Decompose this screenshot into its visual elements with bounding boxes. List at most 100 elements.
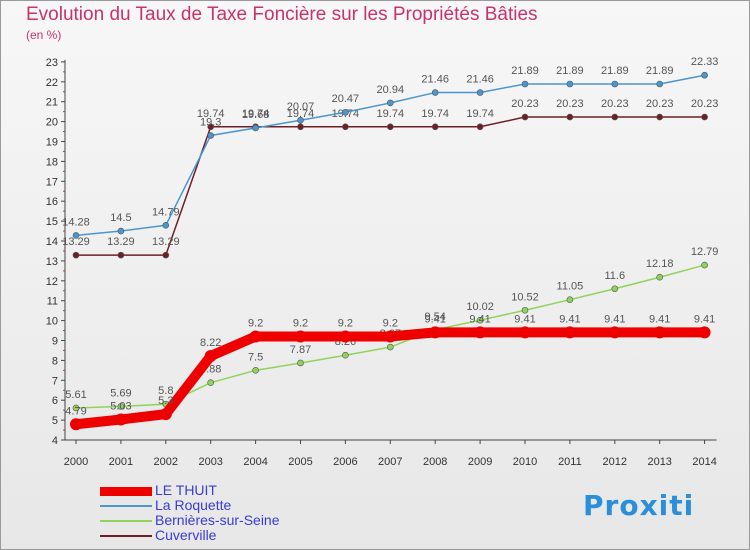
data-point-le-thuit bbox=[339, 330, 352, 343]
data-label-cuverville: 13.29 bbox=[152, 236, 180, 248]
data-point-berni-res-sur-seine bbox=[342, 351, 349, 359]
data-point-la-roquette bbox=[207, 132, 214, 139]
data-label-le-thuit: 5.03 bbox=[110, 401, 131, 413]
data-point-la-roquette bbox=[72, 232, 80, 239]
y-tick-label: 17 bbox=[46, 176, 58, 188]
y-tick-label: 6 bbox=[52, 395, 58, 407]
y-tick-label: 9 bbox=[52, 336, 58, 348]
data-point-berni-res-sur-seine bbox=[207, 379, 214, 386]
data-point-le-thuit bbox=[653, 326, 666, 339]
legend-swatch-le-thuit bbox=[100, 487, 152, 496]
data-point-cuverville bbox=[297, 123, 304, 131]
data-point-la-roquette bbox=[386, 99, 394, 107]
x-tick-label: 2012 bbox=[603, 456, 627, 468]
y-tick-label: 8 bbox=[52, 355, 58, 367]
data-label-le-thuit: 4.79 bbox=[65, 405, 86, 417]
data-label-la-roquette: 22.33 bbox=[691, 56, 719, 68]
x-tick-label: 2003 bbox=[198, 456, 222, 468]
data-label-la-roquette: 20.94 bbox=[377, 84, 405, 96]
x-tick-label: 2004 bbox=[243, 456, 267, 468]
data-point-cuverville bbox=[162, 251, 170, 259]
data-point-le-thuit bbox=[429, 326, 442, 339]
data-point-le-thuit bbox=[563, 326, 576, 339]
data-point-le-thuit bbox=[159, 408, 172, 421]
data-point-berni-res-sur-seine bbox=[386, 343, 394, 351]
x-tick-label: 2000 bbox=[64, 456, 88, 468]
data-label-le-thuit: 9.41 bbox=[559, 313, 580, 325]
data-label-la-roquette: 21.89 bbox=[511, 65, 539, 77]
data-point-cuverville bbox=[701, 113, 708, 121]
data-label-cuverville: 13.29 bbox=[107, 236, 135, 248]
x-tick-label: 2001 bbox=[109, 456, 133, 468]
data-label-le-thuit: 8.22 bbox=[200, 337, 221, 349]
legend-label: Bernières-sur-Seine bbox=[155, 512, 280, 528]
data-point-berni-res-sur-seine bbox=[566, 296, 574, 304]
data-label-le-thuit: 5.3 bbox=[158, 395, 173, 407]
data-label-berni-res-sur-seine: 9.54 bbox=[424, 311, 445, 323]
data-label-berni-res-sur-seine: 11.6 bbox=[605, 270, 626, 282]
y-tick-label: 15 bbox=[46, 216, 58, 228]
y-tick-label: 19 bbox=[46, 137, 58, 149]
data-label-la-roquette: 21.89 bbox=[646, 65, 674, 77]
data-point-cuverville bbox=[521, 113, 529, 121]
data-point-la-roquette bbox=[342, 108, 349, 116]
data-label-le-thuit: 9.41 bbox=[694, 313, 715, 325]
data-point-berni-res-sur-seine bbox=[117, 403, 125, 410]
data-point-berni-res-sur-seine bbox=[656, 273, 664, 281]
data-point-le-thuit bbox=[70, 418, 82, 431]
y-tick-label: 5 bbox=[52, 415, 58, 427]
x-tick-label: 2008 bbox=[423, 456, 447, 468]
data-point-la-roquette bbox=[701, 71, 708, 79]
y-tick-label: 23 bbox=[46, 57, 58, 69]
data-point-berni-res-sur-seine bbox=[521, 306, 529, 314]
data-point-berni-res-sur-seine bbox=[252, 367, 259, 374]
data-point-cuverville bbox=[566, 113, 574, 121]
data-point-cuverville bbox=[72, 251, 80, 259]
data-label-le-thuit: 9.2 bbox=[383, 318, 398, 330]
data-point-la-roquette bbox=[611, 80, 619, 88]
data-label-le-thuit: 9.41 bbox=[469, 313, 490, 325]
data-label-la-roquette: 20.07 bbox=[287, 101, 315, 113]
data-point-cuverville bbox=[342, 123, 349, 131]
data-point-cuverville bbox=[207, 123, 214, 131]
data-label-le-thuit: 9.41 bbox=[514, 313, 535, 325]
data-label-cuverville: 20.23 bbox=[556, 98, 584, 110]
data-label-cuverville: 19.74 bbox=[287, 108, 315, 120]
data-label-le-thuit: 9.41 bbox=[649, 313, 670, 325]
data-label-la-roquette: 14.5 bbox=[110, 212, 131, 224]
x-tick-label: 2006 bbox=[333, 456, 357, 468]
data-point-la-roquette bbox=[521, 80, 529, 88]
data-point-le-thuit bbox=[384, 330, 397, 343]
data-point-cuverville bbox=[476, 123, 484, 131]
data-point-cuverville bbox=[656, 113, 664, 121]
data-point-le-thuit bbox=[114, 413, 127, 426]
data-label-cuverville: 20.23 bbox=[646, 98, 674, 110]
x-tick-label: 2013 bbox=[647, 456, 671, 468]
data-point-berni-res-sur-seine bbox=[611, 285, 619, 293]
x-tick-label: 2010 bbox=[513, 456, 537, 468]
data-point-berni-res-sur-seine bbox=[476, 316, 484, 324]
data-point-la-roquette bbox=[566, 80, 574, 88]
data-label-berni-res-sur-seine: 5.69 bbox=[110, 387, 131, 399]
data-label-cuverville: 19.74 bbox=[197, 108, 225, 120]
y-axis-unit-label: (en %) bbox=[26, 28, 62, 42]
data-label-cuverville: 20.23 bbox=[601, 98, 629, 110]
data-point-cuverville bbox=[117, 251, 125, 259]
data-label-la-roquette: 21.46 bbox=[466, 74, 494, 86]
data-label-cuverville: 20.23 bbox=[691, 98, 719, 110]
y-tick-label: 10 bbox=[46, 316, 58, 328]
y-tick-label: 18 bbox=[46, 156, 58, 168]
data-label-la-roquette: 21.89 bbox=[556, 65, 584, 77]
data-label-cuverville: 19.74 bbox=[242, 108, 270, 120]
x-tick-label: 2011 bbox=[558, 456, 582, 468]
data-point-le-thuit bbox=[608, 326, 621, 339]
data-label-berni-res-sur-seine: 10.02 bbox=[466, 301, 494, 313]
data-label-le-thuit: 9.2 bbox=[248, 318, 263, 330]
y-tick-label: 11 bbox=[47, 296, 58, 308]
legend-label: LE THUIT bbox=[155, 482, 217, 498]
data-label-berni-res-sur-seine: 7.5 bbox=[248, 351, 263, 363]
chart-title: Evolution du Taux de Taxe Foncière sur l… bbox=[26, 4, 538, 25]
data-point-la-roquette bbox=[162, 221, 170, 229]
